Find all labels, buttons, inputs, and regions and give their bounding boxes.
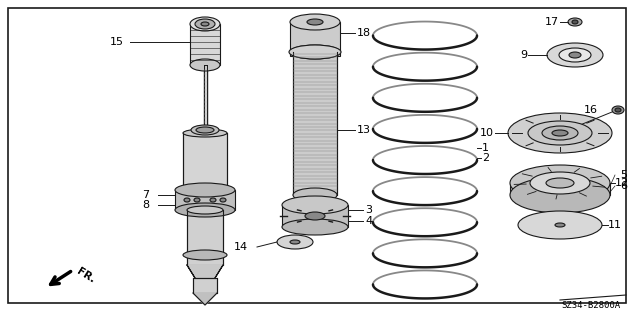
Polygon shape	[187, 265, 223, 278]
Text: 6: 6	[620, 181, 627, 191]
Ellipse shape	[612, 106, 624, 114]
Ellipse shape	[305, 212, 325, 220]
Polygon shape	[378, 118, 472, 140]
Ellipse shape	[210, 198, 216, 202]
Ellipse shape	[195, 19, 215, 29]
Bar	[175, 190, 235, 210]
Ellipse shape	[542, 126, 578, 140]
Ellipse shape	[510, 177, 610, 213]
Ellipse shape	[282, 196, 348, 214]
Ellipse shape	[615, 108, 621, 112]
Polygon shape	[378, 25, 472, 47]
Ellipse shape	[282, 219, 348, 235]
Ellipse shape	[559, 48, 591, 62]
Text: 5: 5	[620, 170, 627, 180]
Ellipse shape	[555, 223, 565, 227]
Ellipse shape	[190, 17, 220, 31]
Ellipse shape	[290, 45, 340, 59]
Text: 2: 2	[482, 153, 489, 163]
Ellipse shape	[307, 19, 323, 25]
Text: 1: 1	[482, 143, 489, 153]
Ellipse shape	[184, 198, 190, 202]
Bar	[193, 278, 217, 293]
Polygon shape	[378, 180, 472, 202]
Ellipse shape	[290, 14, 340, 30]
Ellipse shape	[569, 52, 581, 58]
Ellipse shape	[510, 165, 610, 201]
Ellipse shape	[290, 240, 300, 244]
Text: 10: 10	[480, 128, 494, 138]
Ellipse shape	[190, 59, 220, 71]
Polygon shape	[193, 293, 217, 305]
Polygon shape	[378, 211, 472, 233]
Ellipse shape	[530, 172, 590, 194]
Text: 12: 12	[615, 178, 629, 188]
Polygon shape	[378, 149, 472, 171]
Text: 4: 4	[365, 216, 372, 226]
Text: 8: 8	[142, 200, 149, 210]
Polygon shape	[378, 273, 472, 295]
Ellipse shape	[508, 113, 612, 153]
Ellipse shape	[277, 235, 313, 249]
Bar	[510, 183, 610, 195]
Ellipse shape	[201, 22, 209, 26]
Text: 11: 11	[608, 220, 622, 230]
Ellipse shape	[552, 130, 568, 136]
Ellipse shape	[183, 186, 227, 194]
Ellipse shape	[187, 206, 223, 214]
Bar	[187, 210, 223, 265]
Bar	[282, 205, 348, 227]
Polygon shape	[378, 87, 472, 109]
Ellipse shape	[289, 45, 341, 59]
Ellipse shape	[191, 125, 219, 135]
Text: 7: 7	[142, 190, 149, 200]
Bar	[183, 133, 227, 190]
Ellipse shape	[194, 198, 200, 202]
Ellipse shape	[568, 18, 582, 26]
Ellipse shape	[196, 127, 214, 133]
Text: SZ34-B2800A: SZ34-B2800A	[561, 300, 620, 309]
Polygon shape	[378, 242, 472, 264]
Ellipse shape	[293, 188, 337, 202]
Bar	[293, 52, 337, 195]
Ellipse shape	[175, 183, 235, 197]
Ellipse shape	[220, 198, 226, 202]
Bar	[290, 22, 340, 56]
Ellipse shape	[546, 178, 574, 188]
Ellipse shape	[528, 121, 592, 145]
Text: 16: 16	[584, 105, 598, 115]
Ellipse shape	[572, 20, 578, 24]
Text: 3: 3	[365, 205, 372, 215]
Ellipse shape	[547, 43, 603, 67]
Text: 9: 9	[520, 50, 527, 60]
Bar	[190, 24, 220, 65]
Ellipse shape	[175, 203, 235, 217]
Text: 13: 13	[357, 125, 371, 135]
Ellipse shape	[183, 129, 227, 137]
Polygon shape	[378, 56, 472, 78]
Ellipse shape	[183, 250, 227, 260]
Text: 18: 18	[357, 28, 371, 38]
Text: 14: 14	[234, 242, 248, 252]
Text: 15: 15	[110, 37, 124, 47]
Text: FR.: FR.	[75, 267, 97, 286]
Text: 17: 17	[545, 17, 559, 27]
Ellipse shape	[518, 211, 602, 239]
